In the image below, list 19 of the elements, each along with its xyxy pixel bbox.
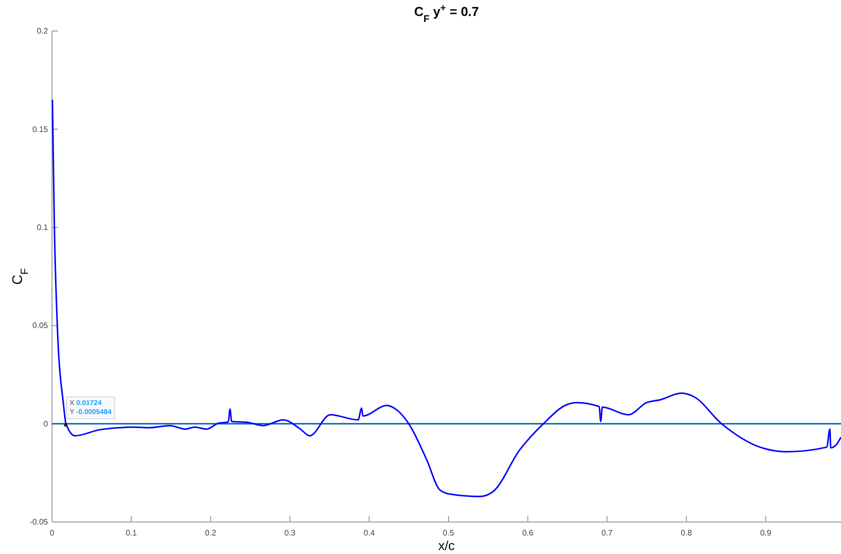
x-tick-label: 0.4 <box>364 528 376 538</box>
x-tick-label: 0.8 <box>680 528 692 538</box>
y-tick-label: -0.05 <box>30 518 49 527</box>
y-tick-label: 0.2 <box>36 26 49 36</box>
x-axis-title: x/c <box>438 538 456 553</box>
x-tick-label: 0.5 <box>442 528 455 538</box>
y-tick-label: 0 <box>44 419 49 428</box>
x-tick-label: 0.2 <box>205 528 217 538</box>
chart-title: C$_{F}$ y$^{+}$ = 0.7 <box>414 2 479 24</box>
x-tick-label: 0.1 <box>126 528 138 538</box>
y-tick-label: 0.1 <box>36 222 49 232</box>
y-tick-label: 0.15 <box>32 124 49 134</box>
x-tick-label: 0.9 <box>760 528 772 538</box>
x-tick-label: 0.7 <box>602 528 614 538</box>
x-tick-label: 0 <box>50 528 55 538</box>
x-tick-label: 0.3 <box>284 528 296 538</box>
x-tick-label: 0.6 <box>522 528 534 538</box>
line-series <box>52 98 841 498</box>
y-tick-label: 0.05 <box>32 321 49 330</box>
